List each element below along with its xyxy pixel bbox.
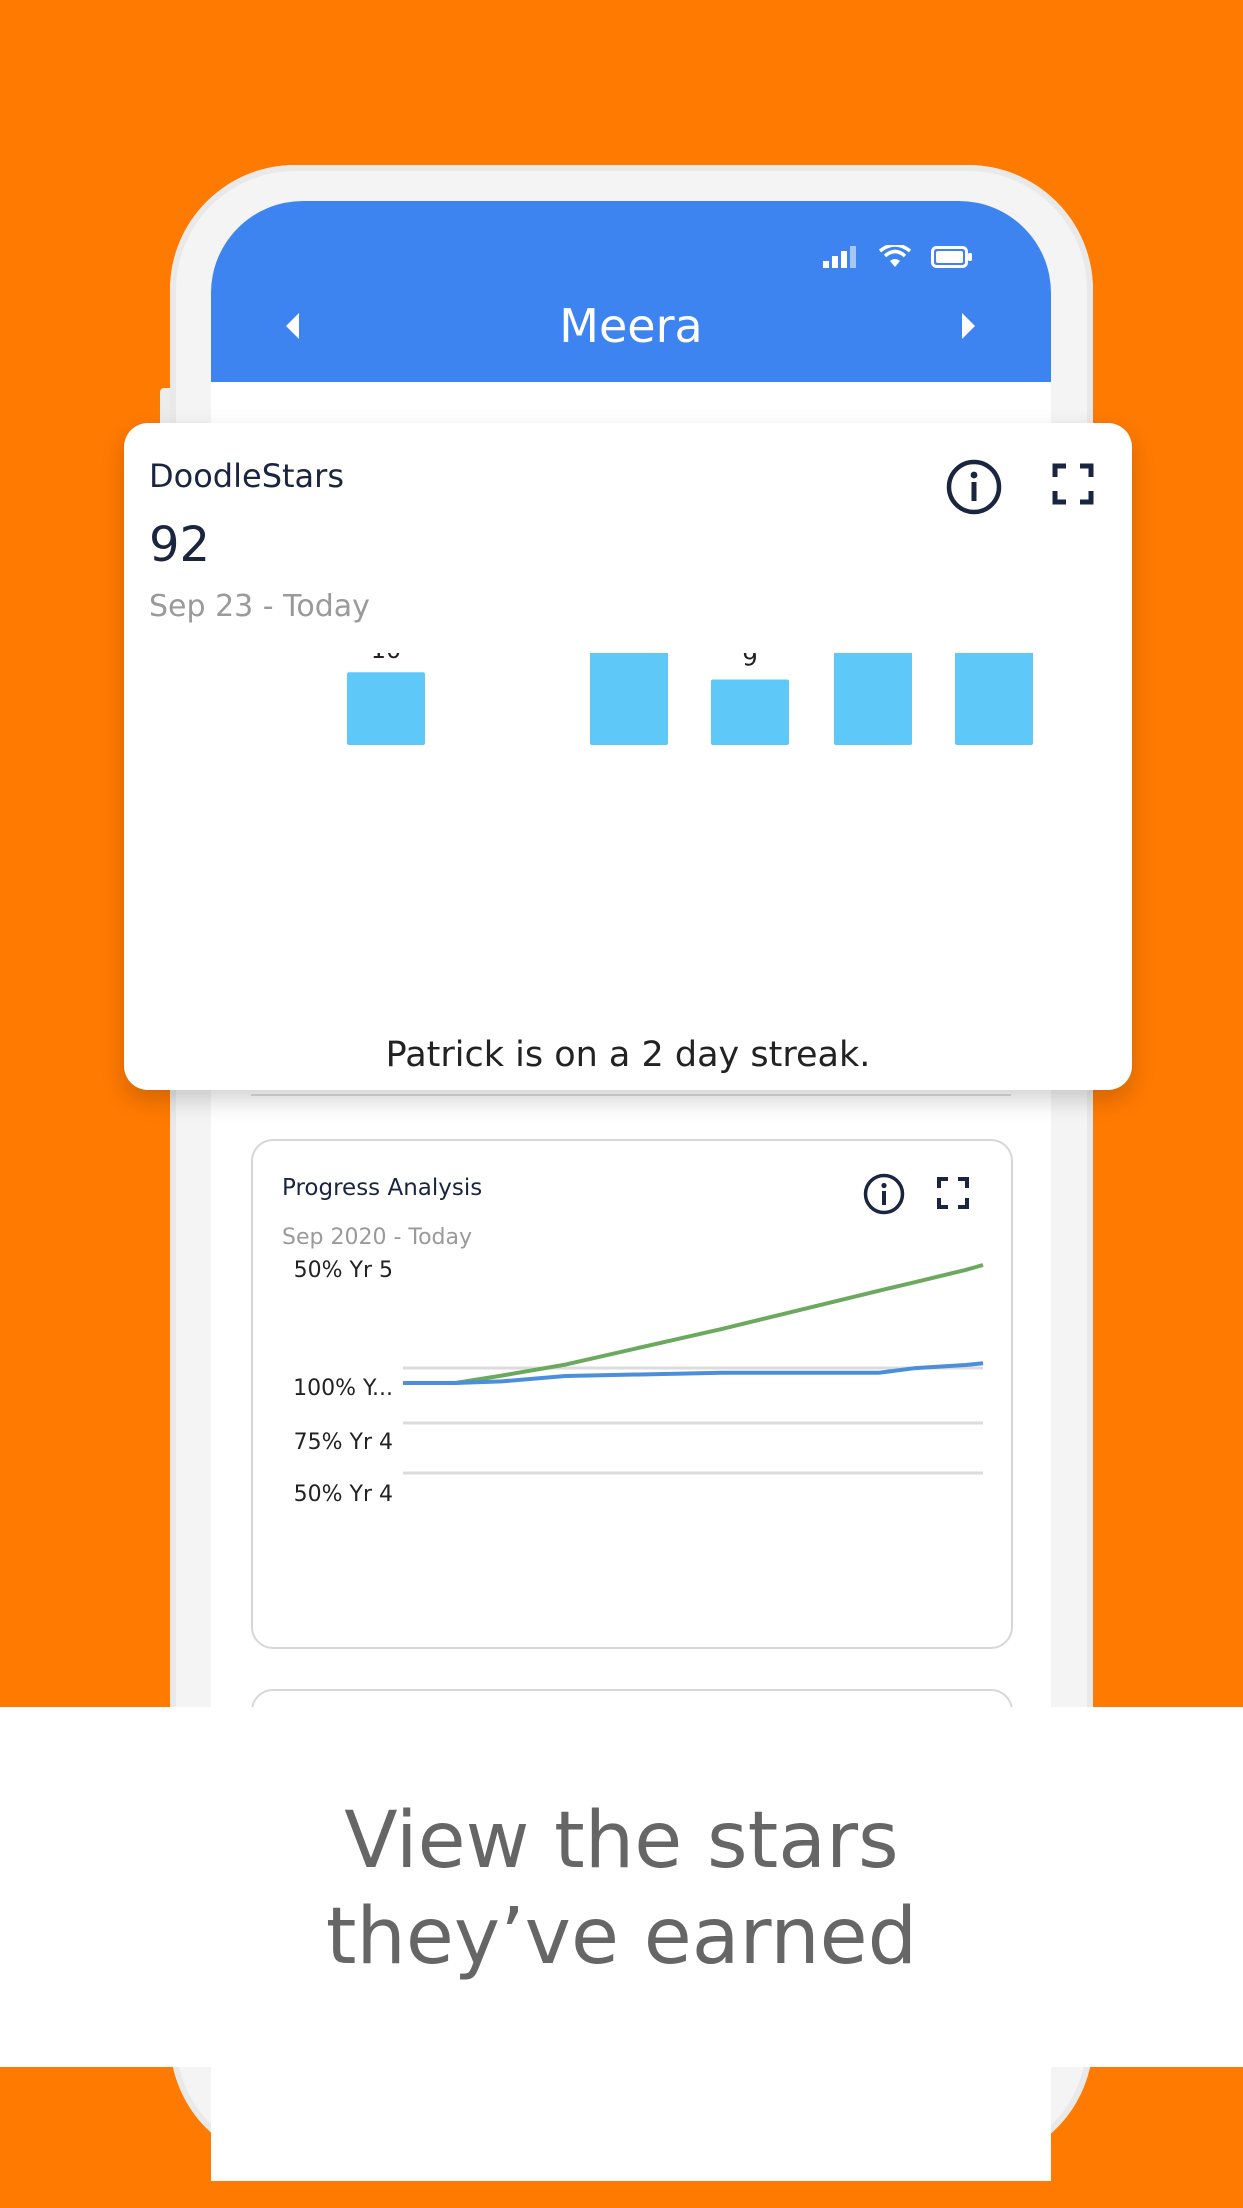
streak-message: Patrick is on a 2 day streak. bbox=[385, 1035, 871, 1075]
bar-label-4: 9 bbox=[742, 653, 757, 672]
series-line-0 bbox=[403, 1263, 984, 1385]
child-name-title: Meera bbox=[559, 299, 703, 353]
card-divider bbox=[251, 1094, 1011, 1096]
caption-text: View the stars they’ve earned bbox=[0, 1793, 1243, 1985]
stars-date-range: Sep 23 - Today bbox=[149, 589, 370, 624]
bar-6 bbox=[955, 653, 1033, 745]
series-line-1 bbox=[403, 1361, 984, 1385]
stars-total: 92 bbox=[149, 517, 211, 573]
caption-line-1: View the stars bbox=[344, 1796, 899, 1886]
y-tick-label-2: 100% Y... bbox=[293, 1376, 393, 1401]
caption-line-2: they’ve earned bbox=[325, 1892, 918, 1982]
bar-1 bbox=[347, 672, 425, 745]
previous-child-arrow-icon[interactable] bbox=[286, 313, 299, 339]
caption-band: View the stars they’ve earned bbox=[0, 1707, 1243, 2067]
info-icon[interactable] bbox=[863, 1173, 905, 1215]
expand-icon[interactable] bbox=[937, 1177, 969, 1209]
y-tick-label-3: 50% Yr 5 bbox=[294, 1258, 393, 1283]
progress-card-range: Sep 2020 - Today bbox=[282, 1225, 472, 1250]
expand-icon[interactable] bbox=[1052, 463, 1094, 505]
bar-4 bbox=[711, 679, 789, 745]
battery-icon bbox=[931, 246, 972, 268]
next-child-arrow-icon[interactable] bbox=[962, 313, 975, 339]
bar-5 bbox=[834, 653, 912, 745]
progress-card-title: Progress Analysis bbox=[282, 1175, 483, 1201]
bar-label-1: 10 bbox=[371, 653, 402, 664]
wifi-icon bbox=[879, 245, 911, 267]
doodlestars-card[interactable]: DoodleStars 92 Sep 23 - Today 101893619 … bbox=[124, 423, 1132, 1090]
stars-card-title: DoodleStars bbox=[149, 457, 344, 495]
y-tick-label-1: 75% Yr 4 bbox=[294, 1430, 393, 1455]
bar-3 bbox=[590, 653, 668, 745]
status-bar bbox=[823, 245, 973, 269]
app-bar: Meera bbox=[211, 201, 1051, 382]
y-tick-label-0: 50% Yr 4 bbox=[294, 1482, 393, 1507]
progress-line-chart: 50% Yr 4 75% Yr 4 100% Y... 50% Yr 5 bbox=[293, 1258, 984, 1507]
info-icon[interactable] bbox=[946, 459, 1002, 515]
progress-analysis-card[interactable]: Progress Analysis Sep 2020 - Today 50% Y… bbox=[251, 1139, 1013, 1649]
stars-bar-chart: 101893619 bbox=[347, 653, 1033, 745]
signal-icon bbox=[823, 246, 856, 268]
